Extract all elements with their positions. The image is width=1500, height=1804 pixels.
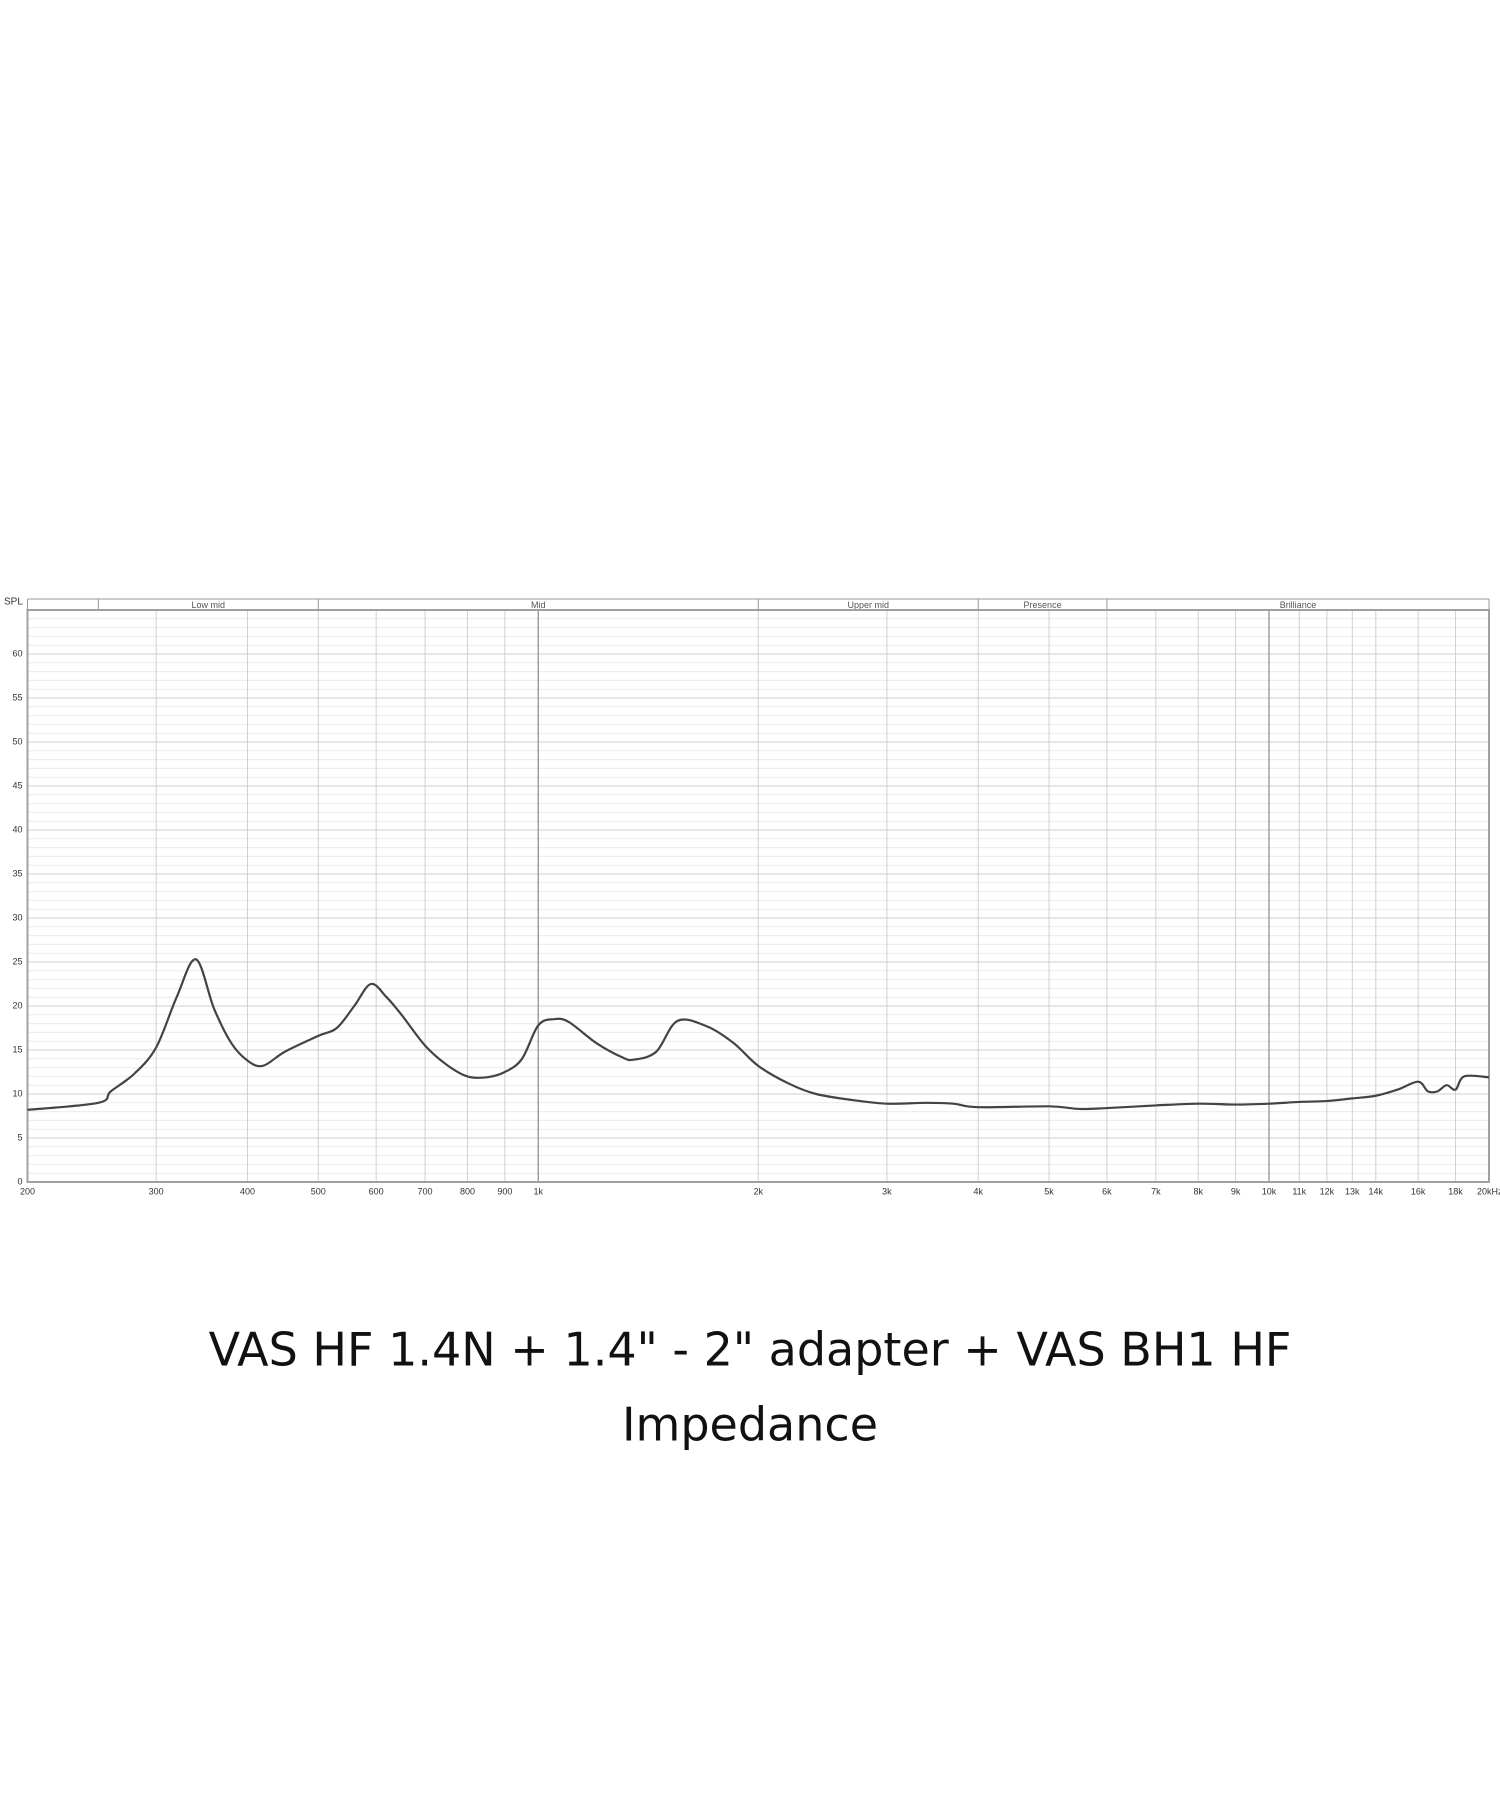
band-label: Upper mid (847, 600, 889, 610)
y-tick-label: 30 (12, 912, 22, 922)
x-tick-label: 400 (240, 1186, 255, 1196)
x-tick-label: 4k (973, 1186, 983, 1196)
x-tick-label: 800 (460, 1186, 475, 1196)
y-tick-label: 5 (17, 1132, 22, 1142)
band-label: Brilliance (1280, 600, 1317, 610)
x-tick-label: 500 (311, 1186, 326, 1196)
x-tick-label: 3k (882, 1186, 892, 1196)
impedance-line (27, 958, 1490, 1111)
x-tick-label: 16k (1411, 1186, 1426, 1196)
y-tick-label: 40 (12, 824, 22, 834)
y-axis-label: SPL (4, 597, 23, 608)
y-tick-label: 20 (12, 1000, 22, 1010)
x-tick-label: 13k (1345, 1186, 1360, 1196)
x-tick-label: 600 (369, 1186, 384, 1196)
chart-subtitle: Impedance (622, 1398, 878, 1452)
y-tick-label: 55 (12, 692, 22, 702)
x-tick-label: 10k (1262, 1186, 1277, 1196)
x-tick-label: 8k (1193, 1186, 1203, 1196)
band-label: Low mid (192, 600, 226, 610)
x-tick-label: 1k (534, 1186, 544, 1196)
x-tick-label: 12k (1320, 1186, 1335, 1196)
y-tick-label: 25 (12, 956, 22, 966)
y-tick-label: 15 (12, 1044, 22, 1054)
x-tick-label: 18k (1448, 1186, 1463, 1196)
x-tick-label: 300 (149, 1186, 164, 1196)
x-tick-label: 2k (753, 1186, 763, 1196)
y-tick-label: 45 (12, 780, 22, 790)
y-tick-label: 50 (12, 736, 22, 746)
y-tick-label: 0 (17, 1176, 22, 1186)
y-tick-label: 10 (12, 1088, 22, 1098)
band-label: Presence (1024, 600, 1062, 610)
y-tick-label: 60 (12, 648, 22, 658)
x-tick-label: 9k (1231, 1186, 1241, 1196)
x-tick-label: 200 (20, 1186, 35, 1196)
plot-frame (26, 609, 1490, 1183)
x-tick-label: 900 (497, 1186, 512, 1196)
x-tick-label: 5k (1044, 1186, 1054, 1196)
chart-title: VAS HF 1.4N + 1.4" - 2" adapter + VAS BH… (209, 1323, 1292, 1377)
y-tick-label: 35 (12, 868, 22, 878)
band-label: Mid (531, 600, 546, 610)
x-tick-label: 7k (1151, 1186, 1161, 1196)
x-tick-label: 700 (418, 1186, 433, 1196)
x-tick-label: 20kHz (1477, 1186, 1500, 1196)
x-tick-label: 11k (1292, 1186, 1306, 1196)
x-tick-label: 6k (1102, 1186, 1112, 1196)
x-tick-label: 14k (1369, 1186, 1384, 1196)
